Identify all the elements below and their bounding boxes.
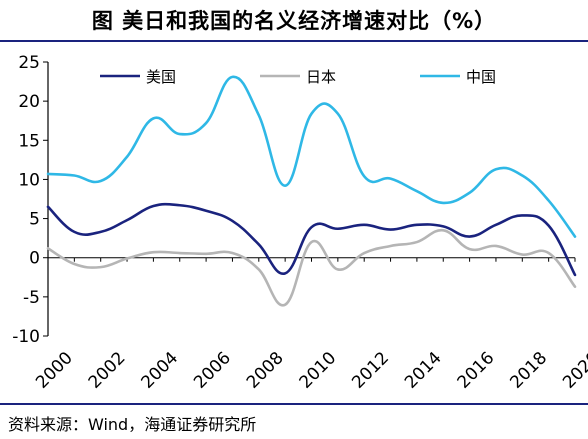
- chart-title: 图 美日和我国的名义经济增速对比（%）: [91, 9, 497, 33]
- x-tick-label: 2012: [348, 348, 393, 393]
- y-tick-label: 0: [29, 249, 40, 269]
- series-line-japan: [46, 228, 577, 307]
- source-note: 资料来源：Wind，海通证券研究所: [8, 415, 257, 434]
- x-tick-label: 2014: [401, 348, 446, 393]
- x-tick-label: 2008: [243, 348, 288, 393]
- series-line-china: [46, 75, 577, 238]
- y-tick-label: 15: [18, 131, 40, 151]
- series-line-us: [46, 202, 577, 277]
- legend-label: 日本: [306, 68, 336, 86]
- legend-label: 中国: [466, 68, 496, 86]
- x-tick-label: 2010: [296, 348, 341, 393]
- chart-series: [46, 75, 577, 307]
- x-tick-label: 2004: [137, 348, 182, 393]
- y-tick-label: 20: [18, 92, 40, 112]
- x-tick-label: 2018: [506, 348, 551, 393]
- y-tick-label: 10: [18, 170, 40, 190]
- x-tick-label: 2002: [85, 348, 130, 393]
- y-tick-label: -10: [12, 327, 40, 347]
- x-tick-label: 2016: [454, 348, 499, 393]
- source-footer: 资料来源：Wind，海通证券研究所: [0, 403, 588, 439]
- x-tick-label: 2006: [190, 348, 235, 393]
- chart-title-bar: 图 美日和我国的名义经济增速对比（%）: [0, 0, 588, 42]
- legend-label: 美国: [146, 68, 176, 86]
- y-tick-label: -5: [23, 288, 40, 308]
- y-tick-label: 5: [29, 210, 40, 230]
- y-tick-label: 25: [18, 53, 40, 73]
- x-tick-label: 2000: [32, 348, 77, 393]
- chart-legend: 美国 日本 中国: [100, 68, 496, 86]
- x-tick-label: 2020: [559, 348, 588, 393]
